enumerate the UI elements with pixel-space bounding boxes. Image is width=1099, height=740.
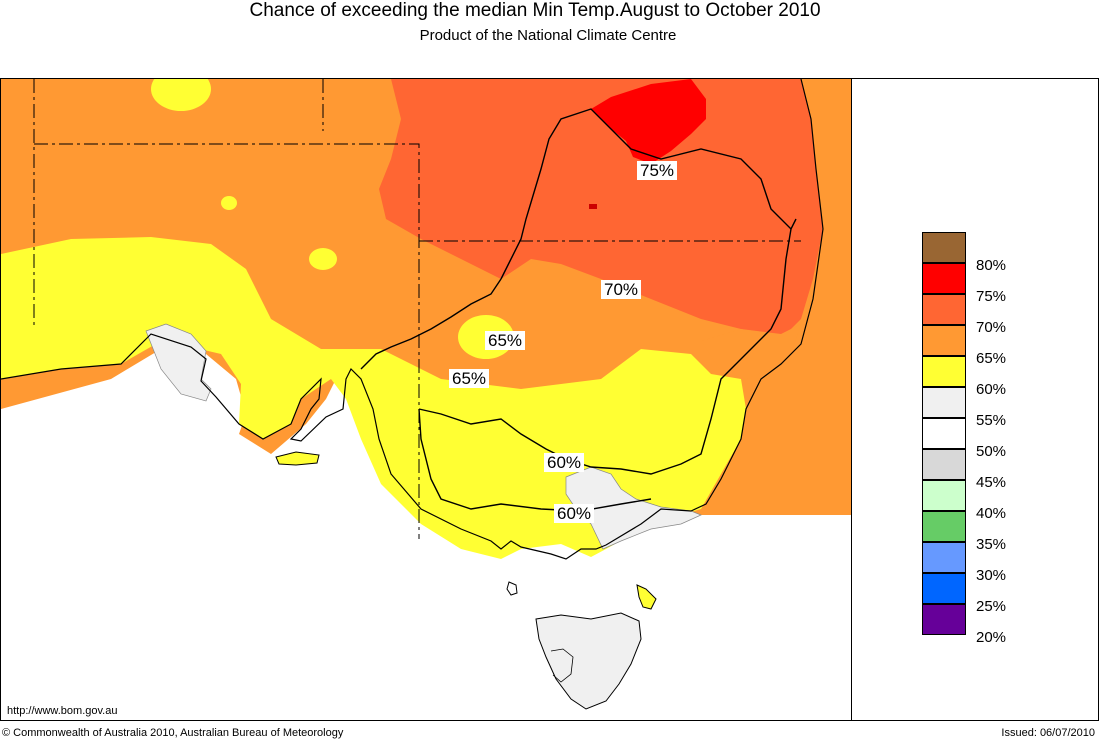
legend-label-40: 40% — [976, 505, 1007, 522]
source-url[interactable]: http://www.bom.gov.au — [7, 705, 118, 717]
legend-label-55: 55% — [976, 412, 1007, 429]
copyright-text: © Commonwealth of Australia 2010, Austra… — [2, 727, 344, 739]
zone-75-dot — [589, 204, 597, 209]
zone-60-blob-mid — [221, 196, 237, 210]
tasmania — [535, 612, 642, 710]
legend-label-50: 50% — [976, 443, 1007, 460]
legend-label-20: 20% — [976, 629, 1007, 646]
island-king — [506, 581, 518, 596]
border-nsw-qld — [500, 108, 797, 280]
zone-60-blob-small — [309, 248, 337, 270]
legend-swatch-30 — [922, 542, 966, 573]
legend-swatch-55 — [922, 387, 966, 418]
legend-label-70: 70% — [976, 319, 1007, 336]
map-subtitle: Product of the National Climate Centre — [419, 27, 677, 44]
legend-swatch-20 — [922, 604, 966, 635]
legend-label-60: 60% — [976, 381, 1007, 398]
border-vic-sa — [418, 408, 652, 512]
legend-swatch-35 — [922, 511, 966, 542]
contour-label-75: 75% — [637, 161, 678, 180]
island-flinders — [636, 584, 657, 610]
contour-label-65-inland: 65% — [485, 331, 526, 350]
zone-70-northeast — [379, 79, 823, 339]
legend-swatch-65 — [922, 325, 966, 356]
legend-swatch-75 — [922, 263, 966, 294]
zone-60-blob-north — [151, 79, 211, 111]
legend-swatch-50 — [922, 418, 966, 449]
coastline-mainland — [1, 79, 824, 560]
contour-label-60-south: 60% — [554, 504, 595, 523]
contour-label-60-east: 60% — [544, 453, 585, 472]
zone-60-south — [1, 237, 746, 559]
zone-65-eastcoast — [701, 324, 801, 379]
border-vic-nsw — [418, 228, 792, 475]
legend-label-45: 45% — [976, 474, 1007, 491]
legend-swatch-80 — [922, 232, 966, 263]
legend-label-65: 65% — [976, 350, 1007, 367]
contour-label-65-south: 65% — [449, 369, 490, 388]
island-kangaroo — [275, 451, 320, 466]
map-title: Chance of exceeding the median Min Temp.… — [249, 0, 821, 21]
legend-label-75: 75% — [976, 288, 1007, 305]
legend-swatch-40 — [922, 480, 966, 511]
legend-panel-divider — [851, 79, 852, 720]
issued-date: Issued: 06/07/2010 — [1001, 727, 1095, 739]
legend-swatch-45 — [922, 449, 966, 480]
legend-swatch-60 — [922, 356, 966, 387]
legend-label-30: 30% — [976, 567, 1007, 584]
border-nt-sa — [34, 143, 420, 539]
border-sa-nsw — [360, 278, 502, 370]
zone-75-north — [591, 79, 706, 164]
legend-label-80: 80% — [976, 257, 1007, 274]
legend-label-35: 35% — [976, 536, 1007, 553]
contour-label-70: 70% — [601, 280, 642, 299]
zone-55-southwest — [145, 323, 212, 402]
legend-label-25: 25% — [976, 598, 1007, 615]
map-frame: 75% 70% 65% 65% 60% 60% — [0, 78, 1099, 721]
probability-map — [1, 79, 851, 720]
legend-swatch-25 — [922, 573, 966, 604]
tasmania-contour — [550, 648, 574, 683]
legend-swatch-70 — [922, 294, 966, 325]
